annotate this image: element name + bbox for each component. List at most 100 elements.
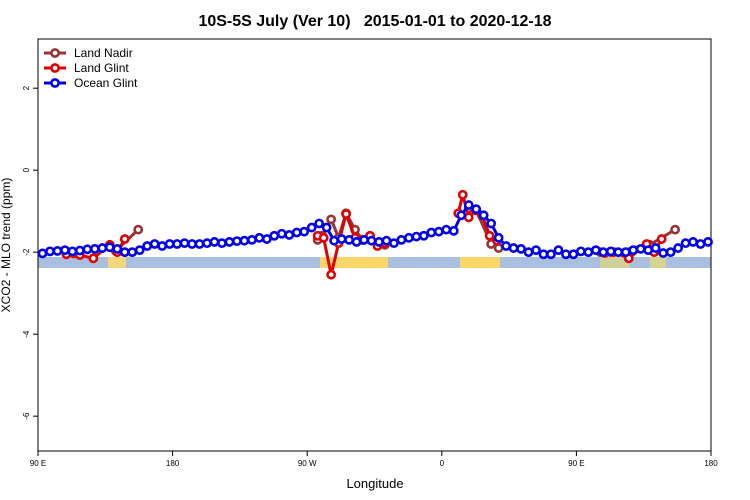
- land-band: [108, 257, 126, 268]
- data-point: [568, 249, 579, 260]
- data-point: [471, 204, 482, 215]
- data-point: [318, 232, 329, 243]
- data-point: [531, 245, 541, 256]
- data-point: [314, 218, 325, 229]
- data-point: [643, 245, 654, 256]
- data-point: [246, 234, 257, 245]
- data-point: [291, 227, 302, 238]
- data-point: [82, 244, 93, 255]
- data-point: [232, 236, 242, 247]
- data-point: [486, 218, 497, 229]
- data-point: [613, 247, 624, 258]
- data-point: [688, 237, 698, 247]
- data-point: [463, 212, 474, 223]
- data-point: [433, 226, 444, 237]
- data-point: [284, 230, 295, 240]
- x-tick-label: 0: [440, 459, 445, 468]
- data-point: [142, 241, 153, 251]
- data-point: [508, 243, 519, 253]
- data-point: [172, 239, 182, 249]
- data-point: [374, 237, 384, 247]
- land-band: [320, 257, 388, 268]
- map-strip: [38, 257, 711, 268]
- data-point: [194, 239, 205, 249]
- x-tick-label: 90 E: [568, 459, 584, 468]
- data-point: [60, 245, 70, 256]
- data-point: [164, 239, 175, 249]
- data-point: [329, 235, 340, 246]
- data-point: [366, 235, 377, 246]
- legend-label: Land Glint: [74, 61, 129, 75]
- data-point: [157, 241, 168, 251]
- data-point: [516, 243, 526, 254]
- data-point: [127, 247, 138, 258]
- data-point: [261, 234, 272, 244]
- data-point: [306, 222, 317, 233]
- data-point: [299, 226, 310, 237]
- x-tick-label: 90 E: [30, 459, 46, 468]
- y-tick-label: 0: [22, 167, 31, 172]
- data-point: [133, 224, 144, 235]
- data-point: [456, 210, 467, 221]
- data-point: [478, 210, 489, 221]
- land-band: [460, 257, 500, 268]
- data-point: [187, 239, 197, 249]
- data-point: [441, 224, 452, 235]
- data-point: [89, 243, 100, 254]
- y-tick-label: -6: [22, 412, 31, 420]
- legend-label: Ocean Glint: [74, 76, 138, 90]
- y-tick-label: -4: [22, 330, 31, 338]
- data-point: [628, 245, 639, 256]
- data-point: [546, 249, 556, 260]
- data-point: [605, 246, 616, 257]
- data-point: [88, 253, 99, 264]
- data-point: [418, 230, 429, 241]
- data-point: [538, 249, 549, 260]
- data-point: [448, 225, 459, 236]
- data-point: [119, 234, 130, 244]
- data-point: [381, 235, 392, 246]
- data-point: [344, 234, 354, 245]
- data-point: [396, 234, 407, 245]
- data-point: [656, 234, 667, 244]
- data-point: [457, 189, 468, 200]
- data-point: [598, 247, 609, 258]
- data-point: [45, 246, 55, 257]
- data-point: [411, 231, 422, 242]
- data-point: [665, 247, 676, 258]
- land-band: [650, 257, 666, 268]
- data-point: [658, 248, 669, 258]
- data-point: [119, 247, 130, 258]
- data-point: [276, 228, 287, 239]
- data-point: [635, 243, 646, 254]
- data-point: [553, 245, 564, 256]
- data-point: [680, 238, 691, 249]
- data-point: [209, 237, 220, 247]
- data-point: [501, 241, 512, 251]
- data-point: [104, 242, 115, 253]
- data-point: [336, 234, 347, 244]
- x-tick-label: 180: [704, 459, 718, 468]
- data-point: [67, 246, 78, 257]
- y-tick-label: 2: [22, 85, 31, 90]
- data-point: [97, 243, 108, 253]
- legend-label: Land Nadir: [74, 46, 133, 60]
- data-point: [670, 224, 681, 235]
- data-point: [359, 234, 369, 245]
- data-point: [463, 200, 474, 210]
- data-point: [590, 245, 601, 256]
- legend-marker: [50, 48, 60, 58]
- data-point: [484, 230, 495, 241]
- data-point: [179, 238, 190, 249]
- data-point: [493, 232, 504, 243]
- data-point: [620, 247, 631, 258]
- data-point: [403, 232, 414, 243]
- y-tick-label: -2: [22, 248, 31, 256]
- data-point: [575, 246, 586, 257]
- legend-marker: [50, 63, 60, 73]
- data-point: [202, 238, 212, 249]
- data-point: [52, 246, 63, 256]
- x-tick-label: 90 W: [298, 459, 317, 468]
- data-point: [239, 235, 250, 246]
